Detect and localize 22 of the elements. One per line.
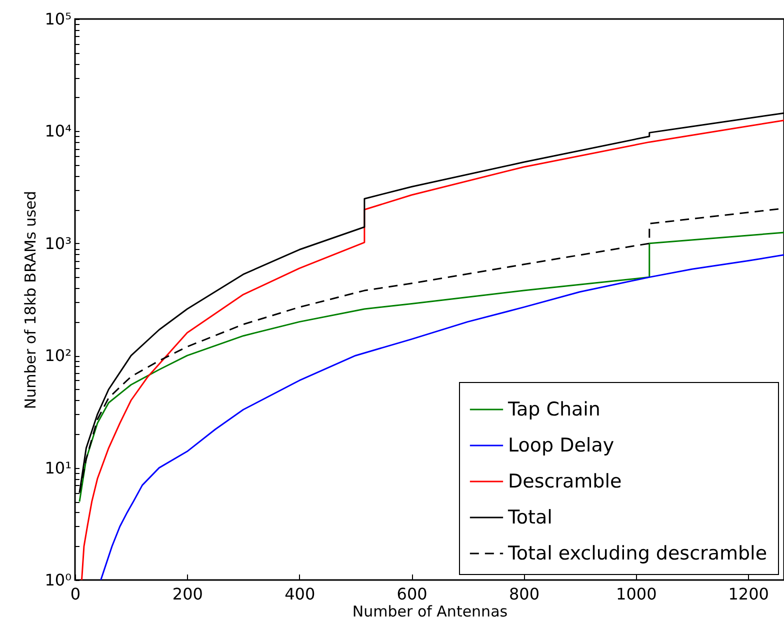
y-tick-label: 10⁰ [44, 570, 72, 590]
legend-label: Loop Delay [508, 434, 614, 456]
legend-label: Total excluding descramble [507, 542, 768, 564]
line-series [80, 120, 784, 580]
x-tick-label: 600 [396, 584, 428, 604]
legend-label: Descramble [508, 470, 622, 492]
x-tick-label: 800 [508, 584, 540, 604]
x-tick-label: 1000 [616, 584, 657, 604]
x-tick-label: 200 [172, 584, 203, 604]
legend-label: Total [507, 506, 552, 528]
y-tick-label: 10³ [44, 234, 72, 253]
legend-label: Tap Chain [507, 398, 600, 420]
x-tick-label: 1200 [728, 584, 769, 604]
y-tick-label: 10⁵ [44, 10, 72, 28]
line-series [100, 254, 784, 580]
y-tick-label: 10² [44, 346, 72, 366]
x-axis-title: Number of Antennas [352, 602, 508, 620]
y-tick-label: 10¹ [44, 458, 72, 478]
x-tick-label: 400 [284, 584, 316, 604]
x-tick-label: 0 [70, 584, 81, 604]
y-tick-label: 10⁴ [44, 122, 72, 141]
y-axis-title: Number of 18kb BRAMs used [22, 190, 40, 410]
